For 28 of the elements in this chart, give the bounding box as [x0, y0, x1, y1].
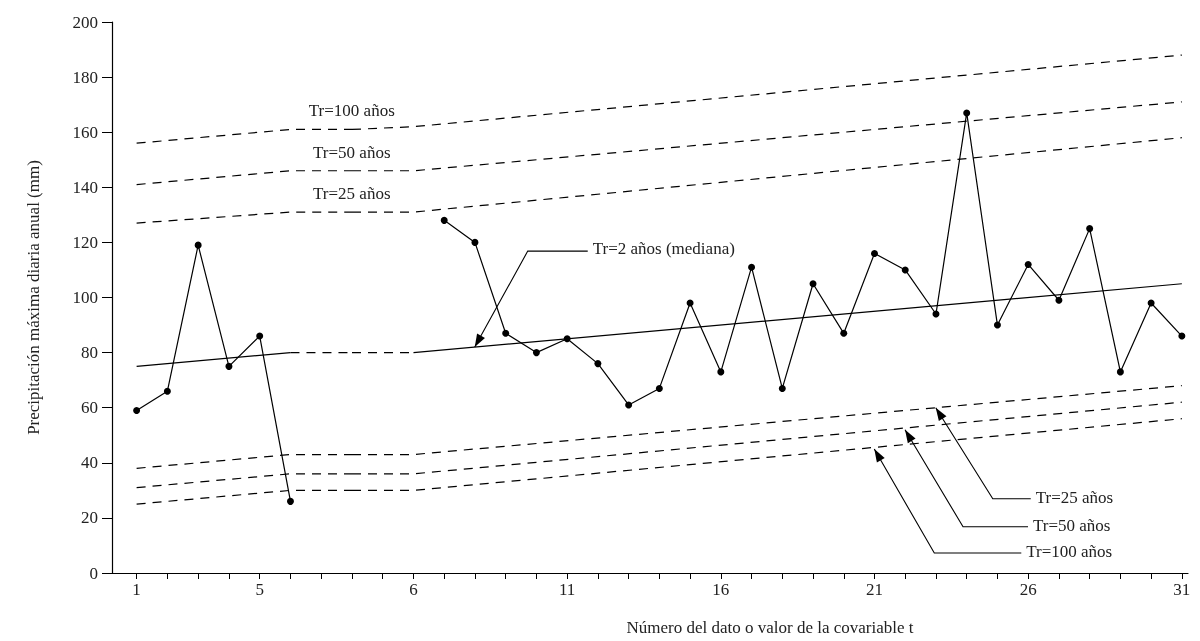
x-tick-label: 11: [558, 580, 576, 599]
y-tick-label: 140: [72, 177, 98, 197]
x-tick-label: 5: [255, 580, 264, 599]
annotation: Tr=25 años: [313, 184, 391, 203]
x-tick-label: 31: [1173, 580, 1191, 599]
x-tick-label: 6: [409, 580, 418, 599]
y-tick-label: 120: [72, 232, 98, 252]
annotation: Tr=50 años: [313, 142, 391, 162]
y-axis-title: Precipitación máxima diaria anual (mm): [24, 160, 43, 435]
x-axis-title: Número del dato o valor de la covariable t: [626, 618, 914, 637]
annotation: Tr=50 años: [1033, 515, 1111, 535]
y-tick-label: 200: [72, 12, 98, 32]
y-tick-label: 20: [81, 508, 98, 528]
y-tick-label: 40: [81, 453, 98, 473]
annotation: Tr=100 años: [1026, 541, 1113, 561]
y-tick-label: 180: [72, 67, 98, 87]
y-tick-label: 60: [81, 398, 98, 418]
x-tick-label: 26: [1019, 580, 1037, 599]
annotation: Tr=2 años (mediana): [592, 239, 735, 258]
annotation: Tr=25 años: [1035, 487, 1114, 507]
x-tick-label: 1: [132, 580, 141, 599]
y-tick-label: 80: [81, 343, 98, 363]
y-tick-label: 0: [89, 563, 98, 583]
x-tick-label: 16: [712, 580, 730, 599]
annotation: Tr=100 años: [308, 101, 395, 121]
y-tick-label: 100: [72, 288, 98, 307]
y-tick-label: 160: [72, 122, 98, 142]
x-tick-label: 21: [865, 580, 883, 599]
